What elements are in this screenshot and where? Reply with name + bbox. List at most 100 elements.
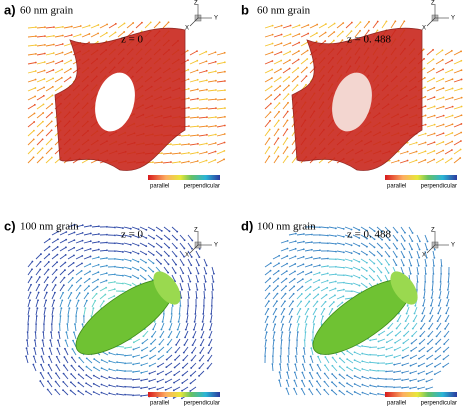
arrow	[273, 42, 282, 47]
arrow-head	[460, 87, 463, 90]
arrow-head	[331, 307, 334, 310]
arrow-head	[47, 261, 50, 263]
arrow	[27, 53, 36, 56]
arrow-head	[425, 373, 428, 375]
arrow-head	[406, 304, 409, 307]
arrow	[328, 226, 336, 229]
arrow-head	[157, 350, 160, 353]
arrow	[302, 356, 306, 364]
arrow-head	[459, 148, 462, 151]
arrow	[67, 254, 75, 260]
arrow-head	[129, 243, 132, 246]
arrow-head	[137, 236, 140, 239]
arrow-head	[196, 97, 199, 100]
arrow	[388, 322, 394, 329]
arrow-head	[156, 388, 159, 391]
arrow	[182, 378, 189, 384]
arrow-head	[320, 323, 323, 325]
arrow-head	[64, 269, 66, 271]
arrow	[431, 282, 434, 291]
arrow	[376, 234, 383, 241]
arrow-head	[421, 312, 424, 315]
arrow	[320, 265, 328, 268]
arrow	[288, 324, 292, 332]
arrow-head	[294, 270, 296, 273]
arrow-head	[195, 305, 197, 307]
arrow-head	[419, 335, 422, 338]
arrow-head	[432, 67, 435, 70]
arrow-head	[41, 147, 44, 150]
arrow	[427, 346, 434, 352]
arrow-head	[179, 134, 181, 137]
arrow-head	[153, 237, 155, 240]
arrow-head	[309, 363, 312, 366]
arrow-head	[27, 315, 30, 317]
arrow	[294, 380, 298, 388]
arrow-head	[223, 133, 226, 135]
arrow-head	[106, 225, 108, 228]
arrow-head	[162, 313, 165, 315]
arrow	[158, 354, 165, 360]
arrow-head	[420, 327, 422, 330]
arrow	[75, 247, 83, 252]
arrow-head	[198, 367, 201, 370]
arrow-head	[148, 380, 151, 383]
arrow-head	[268, 137, 271, 140]
arrow	[312, 286, 320, 292]
arrow	[419, 338, 426, 345]
arrow-head	[387, 327, 390, 330]
grain-hole	[95, 72, 135, 132]
arrow-head	[402, 349, 404, 352]
arrow-head	[415, 159, 418, 162]
arrow-head	[132, 378, 134, 381]
arrow-head	[196, 50, 198, 53]
arrow	[264, 293, 270, 300]
arrow	[408, 159, 417, 164]
arrow	[45, 121, 53, 128]
colorbar-right: perpendicular	[421, 184, 457, 190]
arrow	[402, 354, 410, 359]
arrow	[216, 125, 225, 128]
arrow	[45, 52, 54, 56]
arrow	[394, 362, 402, 366]
arrow	[300, 67, 308, 74]
arrow	[352, 242, 360, 247]
arrow-head	[156, 373, 159, 376]
arrow	[344, 282, 352, 285]
arrow-head	[277, 269, 280, 272]
arrow	[51, 238, 59, 244]
arrow	[414, 306, 418, 314]
arrow	[115, 282, 124, 284]
arrow	[291, 59, 299, 65]
arrow	[59, 300, 63, 308]
arrow	[435, 78, 444, 83]
arrow	[411, 330, 418, 337]
arrow-head	[129, 235, 132, 238]
arrow	[354, 30, 361, 38]
arrow	[70, 373, 77, 380]
arrow-head	[114, 258, 116, 260]
arrow-head	[434, 365, 436, 368]
arrow-head	[190, 367, 193, 369]
arrow	[147, 234, 155, 239]
arrow	[109, 376, 117, 380]
arrow-head	[447, 281, 450, 283]
arrow	[216, 61, 225, 65]
arrow	[312, 324, 315, 332]
arrow	[101, 375, 109, 380]
arrow-head	[152, 254, 155, 256]
arrow	[149, 354, 157, 359]
arrow-head	[197, 142, 199, 145]
arrow-head	[137, 228, 140, 231]
arrow-head	[52, 69, 55, 71]
arrow-head	[401, 371, 404, 374]
arrow	[116, 346, 125, 348]
arrow	[264, 300, 270, 308]
arrow	[47, 389, 53, 396]
arrow-head	[279, 355, 282, 357]
arrow	[264, 94, 272, 101]
arrow	[159, 338, 165, 345]
arrow-head	[81, 323, 84, 326]
arrow	[91, 241, 99, 244]
arrow-head	[51, 94, 54, 97]
